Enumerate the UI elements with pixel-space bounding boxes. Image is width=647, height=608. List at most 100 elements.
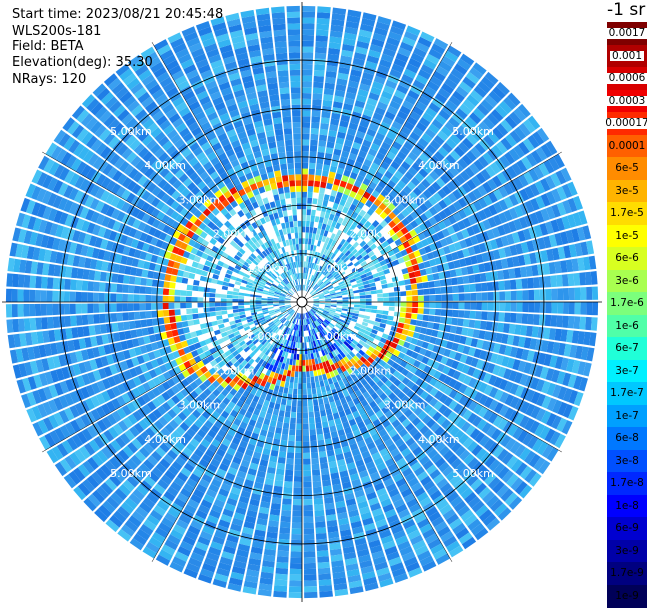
range-gate-cell [126,458,138,471]
range-gate-cell [226,298,233,302]
range-gate-cell [340,365,347,373]
range-gate-cell [421,238,429,247]
range-gate-cell [258,365,265,373]
range-gate-cell [341,49,354,58]
range-gate-cell [326,65,338,73]
range-gate-cell [425,328,433,336]
range-gate-cell [533,289,541,301]
range-gate-cell [286,321,291,328]
range-gate-cell [326,514,337,522]
range-gate-cell [488,476,501,490]
range-gate-cell [518,141,530,155]
range-gate-cell [142,224,152,234]
range-gate-cell [402,432,412,443]
range-gate-cell [366,239,374,247]
range-gate-cell [268,291,275,295]
range-gate-cell [305,313,308,319]
range-gate-cell [515,313,523,324]
range-gate-cell [220,306,227,311]
range-gate-cell [419,425,430,435]
range-gate-cell [267,305,274,308]
range-gate-cell [302,232,306,239]
range-gate-cell [360,233,368,240]
range-gate-cell [44,343,53,357]
range-gate-cell [122,445,134,458]
range-gate-cell [221,314,229,319]
range-gate-cell [307,336,311,343]
range-gate-cell [344,408,352,416]
range-gate-cell [138,419,149,430]
range-gate-cell [261,307,268,311]
range-gate-cell [168,465,180,476]
range-gate-cell [343,188,351,196]
range-gate-cell [209,302,215,307]
range-gate-cell [385,79,398,90]
range-gate-cell [535,379,545,392]
range-gate-cell [383,297,390,302]
range-gate-cell [275,320,281,326]
range-gate-cell [419,400,429,410]
range-gate-cell [359,356,367,364]
range-gate-cell [139,446,151,458]
range-gate-cell [291,317,295,324]
range-gate-cell [381,283,388,289]
range-gate-cell [353,289,360,294]
range-gate-cell [363,284,370,289]
range-gate-cell [515,243,524,255]
range-gate-cell [403,185,412,195]
range-gate-cell [416,282,424,289]
range-gate-cell [246,267,254,273]
range-gate-cell [45,142,58,157]
range-gate-cell [327,414,334,422]
range-gate-cell [475,233,484,244]
range-gate-cell [343,340,350,347]
range-gate-cell [383,207,392,216]
range-gate-cell [284,303,291,306]
range-gate-cell [302,104,311,111]
range-gate-cell [464,514,478,527]
range-gate-cell [63,291,70,302]
range-gate-cell [204,350,212,358]
range-gate-cell [322,288,329,293]
range-gate-cell [507,423,519,437]
range-gate-cell [196,360,205,369]
range-gate-cell [194,324,201,331]
range-gate-cell [317,6,331,14]
range-gate-cell [185,220,194,230]
range-gate-cell [399,105,411,116]
range-gate-cell [583,362,592,377]
range-gate-cell [90,409,101,421]
range-gate-cell [98,368,107,379]
range-gate-cell [302,284,304,291]
range-gate-cell [268,344,274,351]
range-gate-cell [218,519,231,529]
range-gate-cell [364,103,376,112]
range-gate-cell [308,168,315,175]
range-gate-cell [258,283,265,288]
range-gate-cell [295,312,298,319]
range-gate-cell [121,392,131,404]
range-gate-cell [29,275,37,288]
range-gate-cell [439,238,448,247]
range-gate-cell [351,348,359,355]
range-gate-cell [258,316,265,321]
range-gate-cell [567,273,575,287]
range-gate-cell [310,244,314,251]
range-gate-cell [497,448,509,462]
range-gate-cell [360,324,367,330]
range-gate-cell [410,210,419,220]
range-gate-cell [235,334,242,340]
range-gate-cell [503,209,513,222]
range-gate-cell [300,313,302,320]
range-gate-cell [352,219,360,227]
range-gate-cell [243,261,251,268]
range-gate-cell [331,478,341,486]
range-gate-cell [387,249,395,257]
range-gate-cell [201,270,208,277]
range-gate-cell [399,41,414,52]
range-gate-cell [91,382,101,395]
range-gate-cell [296,348,300,355]
range-gate-cell [303,441,310,448]
range-gate-cell [296,354,300,360]
range-gate-cell [378,414,388,424]
